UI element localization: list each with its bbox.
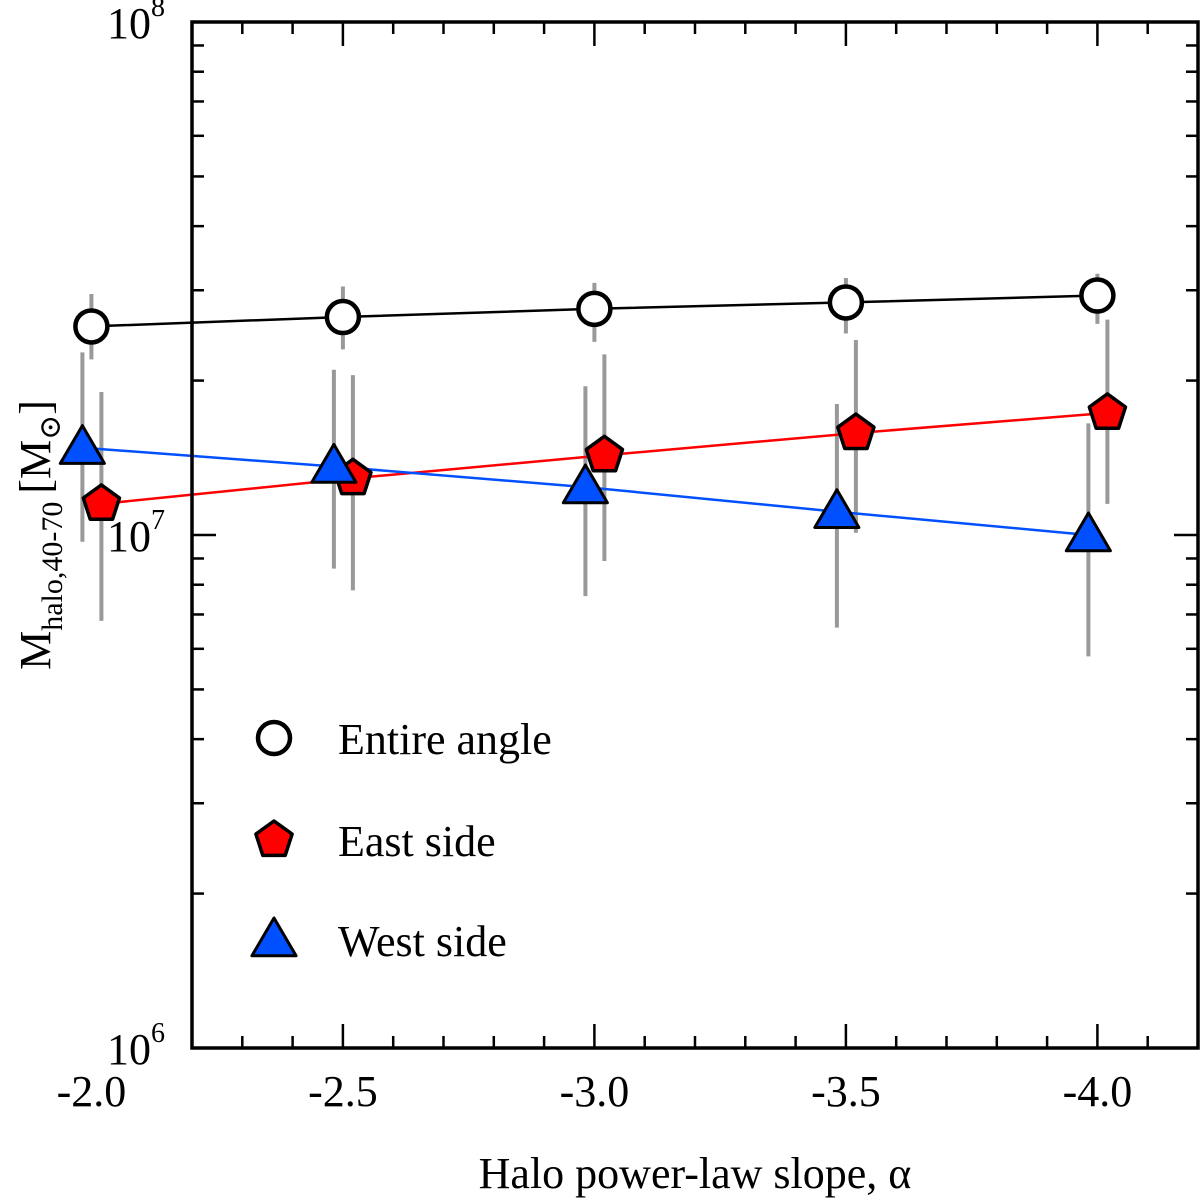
entire-angle-point: [324, 298, 362, 336]
y-tick-label-exponent: 6: [151, 1018, 165, 1049]
legend-label-east-side: East side: [338, 817, 496, 866]
legend-marker-west-side: [250, 916, 298, 958]
plot-frame: [190, 20, 1200, 1050]
legend-item-west-side: West side: [250, 916, 507, 966]
east-side-point: [1087, 392, 1128, 431]
x-tick-label: -2.0: [57, 1067, 127, 1116]
entire-angle-point: [827, 284, 865, 321]
y-axis-label-main: M: [11, 631, 60, 670]
ticks-layer: [190, 22, 1200, 1050]
x-tick-label: -2.5: [308, 1067, 378, 1116]
y-axis-label-unit-close: ]: [11, 400, 60, 415]
west-side-point: [1064, 511, 1112, 553]
east-side-point: [81, 483, 122, 521]
y-axis-label-unit-open: [M: [11, 440, 60, 494]
west-side-point: [310, 442, 358, 484]
east-side-point: [836, 412, 876, 451]
west-side-point: [813, 488, 861, 529]
legend-item-east-side: East side: [254, 817, 496, 866]
legend: Entire angle East side West side: [250, 715, 552, 966]
entire-angle-point: [73, 308, 110, 345]
y-tick-label: 108: [107, 0, 165, 48]
y-axis-label-subscript: halo,40-70: [36, 502, 69, 631]
y-axis-label-sun-symbol: ⊙: [34, 415, 67, 440]
legend-label-west-side: West side: [338, 917, 507, 966]
x-tick-label: -4.0: [1063, 1067, 1133, 1116]
entire-angle-point: [1079, 277, 1116, 314]
legend-marker-east-side: [254, 819, 294, 858]
y-tick-label-base: 10: [107, 1025, 151, 1074]
x-axis-label: Halo power-law slope, α: [479, 1149, 912, 1198]
x-tick-label: -3.5: [811, 1067, 881, 1116]
x-tick-label: -3.0: [560, 1067, 630, 1116]
west-side-point: [561, 463, 609, 505]
y-tick-label-base: 10: [107, 512, 151, 561]
legend-marker-entire-angle: [255, 719, 293, 757]
markers-layer: [58, 277, 1128, 553]
y-tick-label-base: 10: [107, 0, 151, 48]
y-tick-label-exponent: 8: [151, 0, 165, 23]
entire-angle-point: [576, 290, 613, 328]
legend-item-entire-angle: Entire angle: [255, 715, 552, 764]
y-tick-label: 107: [107, 505, 165, 561]
y-tick-label-exponent: 7: [151, 505, 165, 536]
east-side-point: [584, 434, 625, 473]
west-side-point: [58, 424, 106, 465]
y-axis-label: Mhalo,40-70 [M⊙]: [11, 400, 69, 670]
legend-label-entire-angle: Entire angle: [338, 715, 552, 764]
y-tick-label: 106: [107, 1018, 165, 1074]
